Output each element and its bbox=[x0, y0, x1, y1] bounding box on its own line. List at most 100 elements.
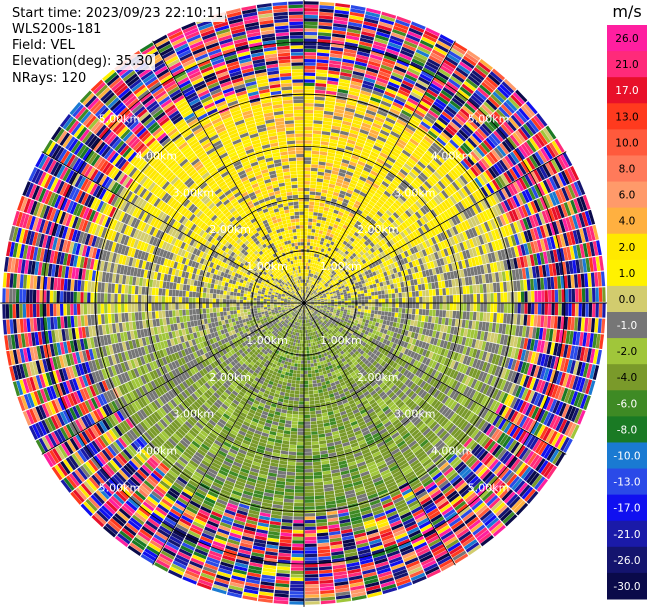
range-gate bbox=[389, 403, 397, 411]
range-gate bbox=[400, 393, 408, 401]
range-gate bbox=[455, 67, 469, 78]
range-gate bbox=[412, 238, 419, 246]
range-gate bbox=[391, 256, 397, 263]
range-gate bbox=[430, 253, 436, 261]
range-gate bbox=[320, 141, 329, 146]
range-gate bbox=[496, 86, 510, 99]
range-gate bbox=[333, 23, 347, 29]
range-gate bbox=[387, 311, 392, 317]
range-gate bbox=[351, 252, 357, 258]
range-gate bbox=[357, 320, 362, 325]
range-gate bbox=[304, 48, 317, 53]
range-gate bbox=[344, 355, 349, 361]
range-gate bbox=[562, 330, 567, 344]
range-gate bbox=[370, 429, 379, 436]
range-gate bbox=[427, 407, 436, 416]
range-gate bbox=[339, 362, 345, 368]
range-gate bbox=[368, 299, 372, 303]
range-gate bbox=[324, 260, 328, 265]
range-gate bbox=[316, 178, 324, 183]
range-gate bbox=[367, 323, 372, 329]
range-gate bbox=[332, 195, 339, 200]
range-gate bbox=[331, 385, 337, 390]
range-gate bbox=[336, 422, 344, 428]
range-gate bbox=[341, 473, 351, 479]
range-gate bbox=[367, 230, 374, 236]
range-gate bbox=[403, 554, 418, 563]
range-gate bbox=[323, 281, 327, 285]
range-gate bbox=[409, 402, 418, 411]
range-gate bbox=[446, 436, 456, 447]
range-gate bbox=[329, 139, 338, 144]
range-gate bbox=[347, 252, 352, 258]
range-gate bbox=[500, 187, 509, 200]
range-gate bbox=[373, 164, 382, 171]
range-gate bbox=[377, 241, 384, 247]
range-gate bbox=[384, 51, 398, 59]
range-gate bbox=[521, 190, 530, 203]
range-gate bbox=[335, 252, 340, 257]
range-gate bbox=[383, 315, 388, 321]
range-gate bbox=[387, 461, 398, 469]
range-gate bbox=[479, 125, 490, 137]
range-gate bbox=[539, 196, 548, 210]
range-gate bbox=[579, 196, 588, 211]
range-gate bbox=[375, 269, 380, 275]
range-gate bbox=[475, 349, 481, 359]
range-gate bbox=[379, 527, 392, 535]
range-gate bbox=[402, 448, 412, 457]
range-gate bbox=[387, 197, 395, 205]
range-gate bbox=[513, 360, 521, 372]
range-gate bbox=[310, 299, 314, 301]
range-gate bbox=[367, 292, 372, 297]
range-gate bbox=[383, 271, 388, 277]
range-gate bbox=[403, 257, 409, 264]
range-gate bbox=[586, 348, 592, 363]
range-gate bbox=[346, 358, 351, 364]
range-gate bbox=[501, 323, 507, 335]
range-gate bbox=[327, 229, 332, 234]
range-gate bbox=[307, 242, 311, 246]
range-gate bbox=[465, 183, 475, 194]
range-gate bbox=[377, 341, 383, 347]
range-gate bbox=[316, 297, 320, 299]
range-gate bbox=[374, 557, 388, 565]
range-gate bbox=[364, 296, 369, 300]
range-gate bbox=[336, 214, 343, 220]
range-gate bbox=[304, 96, 315, 100]
range-gate bbox=[311, 270, 315, 274]
range-gate bbox=[582, 194, 591, 210]
range-gate bbox=[505, 212, 513, 224]
range-gate bbox=[473, 67, 487, 79]
range-gate bbox=[447, 542, 461, 553]
range-gate bbox=[368, 442, 377, 449]
range-gate bbox=[347, 25, 362, 31]
range-gate bbox=[376, 219, 383, 226]
range-gate bbox=[362, 399, 369, 406]
range-gate bbox=[455, 91, 468, 103]
range-gate bbox=[346, 247, 352, 253]
range-gate bbox=[323, 314, 328, 318]
range-gate bbox=[554, 173, 564, 188]
range-gate bbox=[459, 345, 465, 354]
range-gate bbox=[455, 372, 462, 381]
range-gate bbox=[396, 92, 408, 101]
range-gate bbox=[395, 357, 401, 364]
range-gate bbox=[386, 352, 392, 358]
range-gate bbox=[395, 209, 402, 217]
range-gate bbox=[410, 331, 416, 339]
range-gate bbox=[373, 266, 379, 271]
range-gate bbox=[331, 198, 338, 203]
range-gate bbox=[380, 495, 391, 503]
range-gate bbox=[527, 350, 533, 363]
range-gate bbox=[479, 173, 489, 185]
range-gate bbox=[342, 339, 347, 344]
range-gate bbox=[489, 312, 494, 323]
range-gate bbox=[399, 374, 406, 382]
range-gate bbox=[321, 255, 325, 260]
range-gate bbox=[343, 293, 348, 297]
range-gate bbox=[304, 204, 309, 209]
range-gate bbox=[545, 144, 556, 158]
range-gate bbox=[483, 303, 487, 312]
range-gate bbox=[588, 380, 596, 396]
